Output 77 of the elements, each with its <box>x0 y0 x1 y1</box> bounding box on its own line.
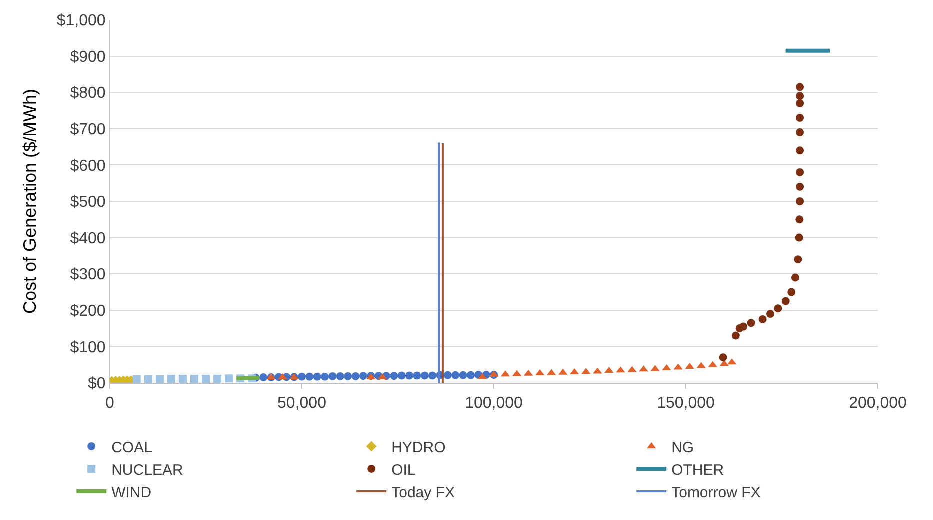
point <box>413 372 422 380</box>
point <box>260 374 268 382</box>
point <box>190 375 198 383</box>
point <box>336 372 344 380</box>
legend-label: COAL <box>112 439 152 456</box>
point <box>444 371 452 380</box>
point <box>313 372 322 381</box>
point <box>390 372 398 380</box>
y-tick-label: $200 <box>70 303 106 320</box>
point <box>796 83 804 92</box>
point <box>758 315 767 324</box>
x-tick-label: 0 <box>106 395 115 412</box>
point <box>144 375 152 383</box>
point <box>132 375 141 383</box>
point <box>732 332 740 340</box>
x-tick-label: 50,000 <box>278 395 327 412</box>
point <box>791 274 800 282</box>
point <box>774 304 782 313</box>
y-tick-label: $800 <box>70 85 106 102</box>
point <box>214 375 222 383</box>
legend-label: Today FX <box>392 484 455 502</box>
point <box>796 216 804 224</box>
point <box>796 182 804 191</box>
point <box>452 371 460 380</box>
point <box>359 372 368 380</box>
point <box>796 92 804 100</box>
legend-label: NUCLEAR <box>112 462 184 479</box>
point <box>794 256 802 264</box>
y-tick-label: $1,000 <box>56 12 106 30</box>
x-tick-label: 200,000 <box>849 395 908 412</box>
point <box>156 375 164 383</box>
point <box>747 319 756 328</box>
point <box>459 371 468 380</box>
point <box>766 310 774 318</box>
point <box>178 375 187 383</box>
point <box>796 128 804 137</box>
point <box>420 372 429 380</box>
point <box>344 372 352 380</box>
point <box>796 114 804 122</box>
point <box>167 375 176 383</box>
y-tick-label: $500 <box>70 194 106 212</box>
point <box>306 372 314 381</box>
point <box>782 297 790 306</box>
y-tick-label: $600 <box>70 158 106 175</box>
y-tick-label: $700 <box>70 122 106 138</box>
y-tick-label: $100 <box>70 339 106 356</box>
point <box>225 374 234 383</box>
point <box>428 372 437 380</box>
legend-label: OTHER <box>672 462 724 479</box>
y-tick-label: $400 <box>70 230 106 248</box>
legend-label: WIND <box>112 484 152 502</box>
x-tick-label: 150,000 <box>657 395 716 412</box>
point <box>202 375 210 383</box>
legend-label: NG <box>672 439 694 456</box>
point <box>740 322 748 331</box>
legend-label: Tomorrow FX <box>672 484 761 502</box>
point <box>328 372 337 380</box>
point <box>298 372 306 381</box>
y-axis-title: Cost of Generation ($/MWh) <box>20 88 40 314</box>
point <box>788 288 796 296</box>
point <box>321 372 330 381</box>
point <box>406 372 414 380</box>
point <box>398 372 406 380</box>
point <box>796 168 804 176</box>
point <box>719 354 728 362</box>
y-tick-label: $300 <box>70 266 106 284</box>
point <box>795 234 804 242</box>
x-tick-label: 100,000 <box>465 395 524 412</box>
y-tick-label: $900 <box>70 48 106 66</box>
point <box>796 99 804 108</box>
point <box>352 372 360 380</box>
point <box>796 146 804 155</box>
y-tick-label: $0 <box>88 376 106 393</box>
point <box>466 371 475 380</box>
legend-label: HYDRO <box>392 439 446 456</box>
point <box>796 198 804 206</box>
legend-label: OIL <box>392 462 416 479</box>
